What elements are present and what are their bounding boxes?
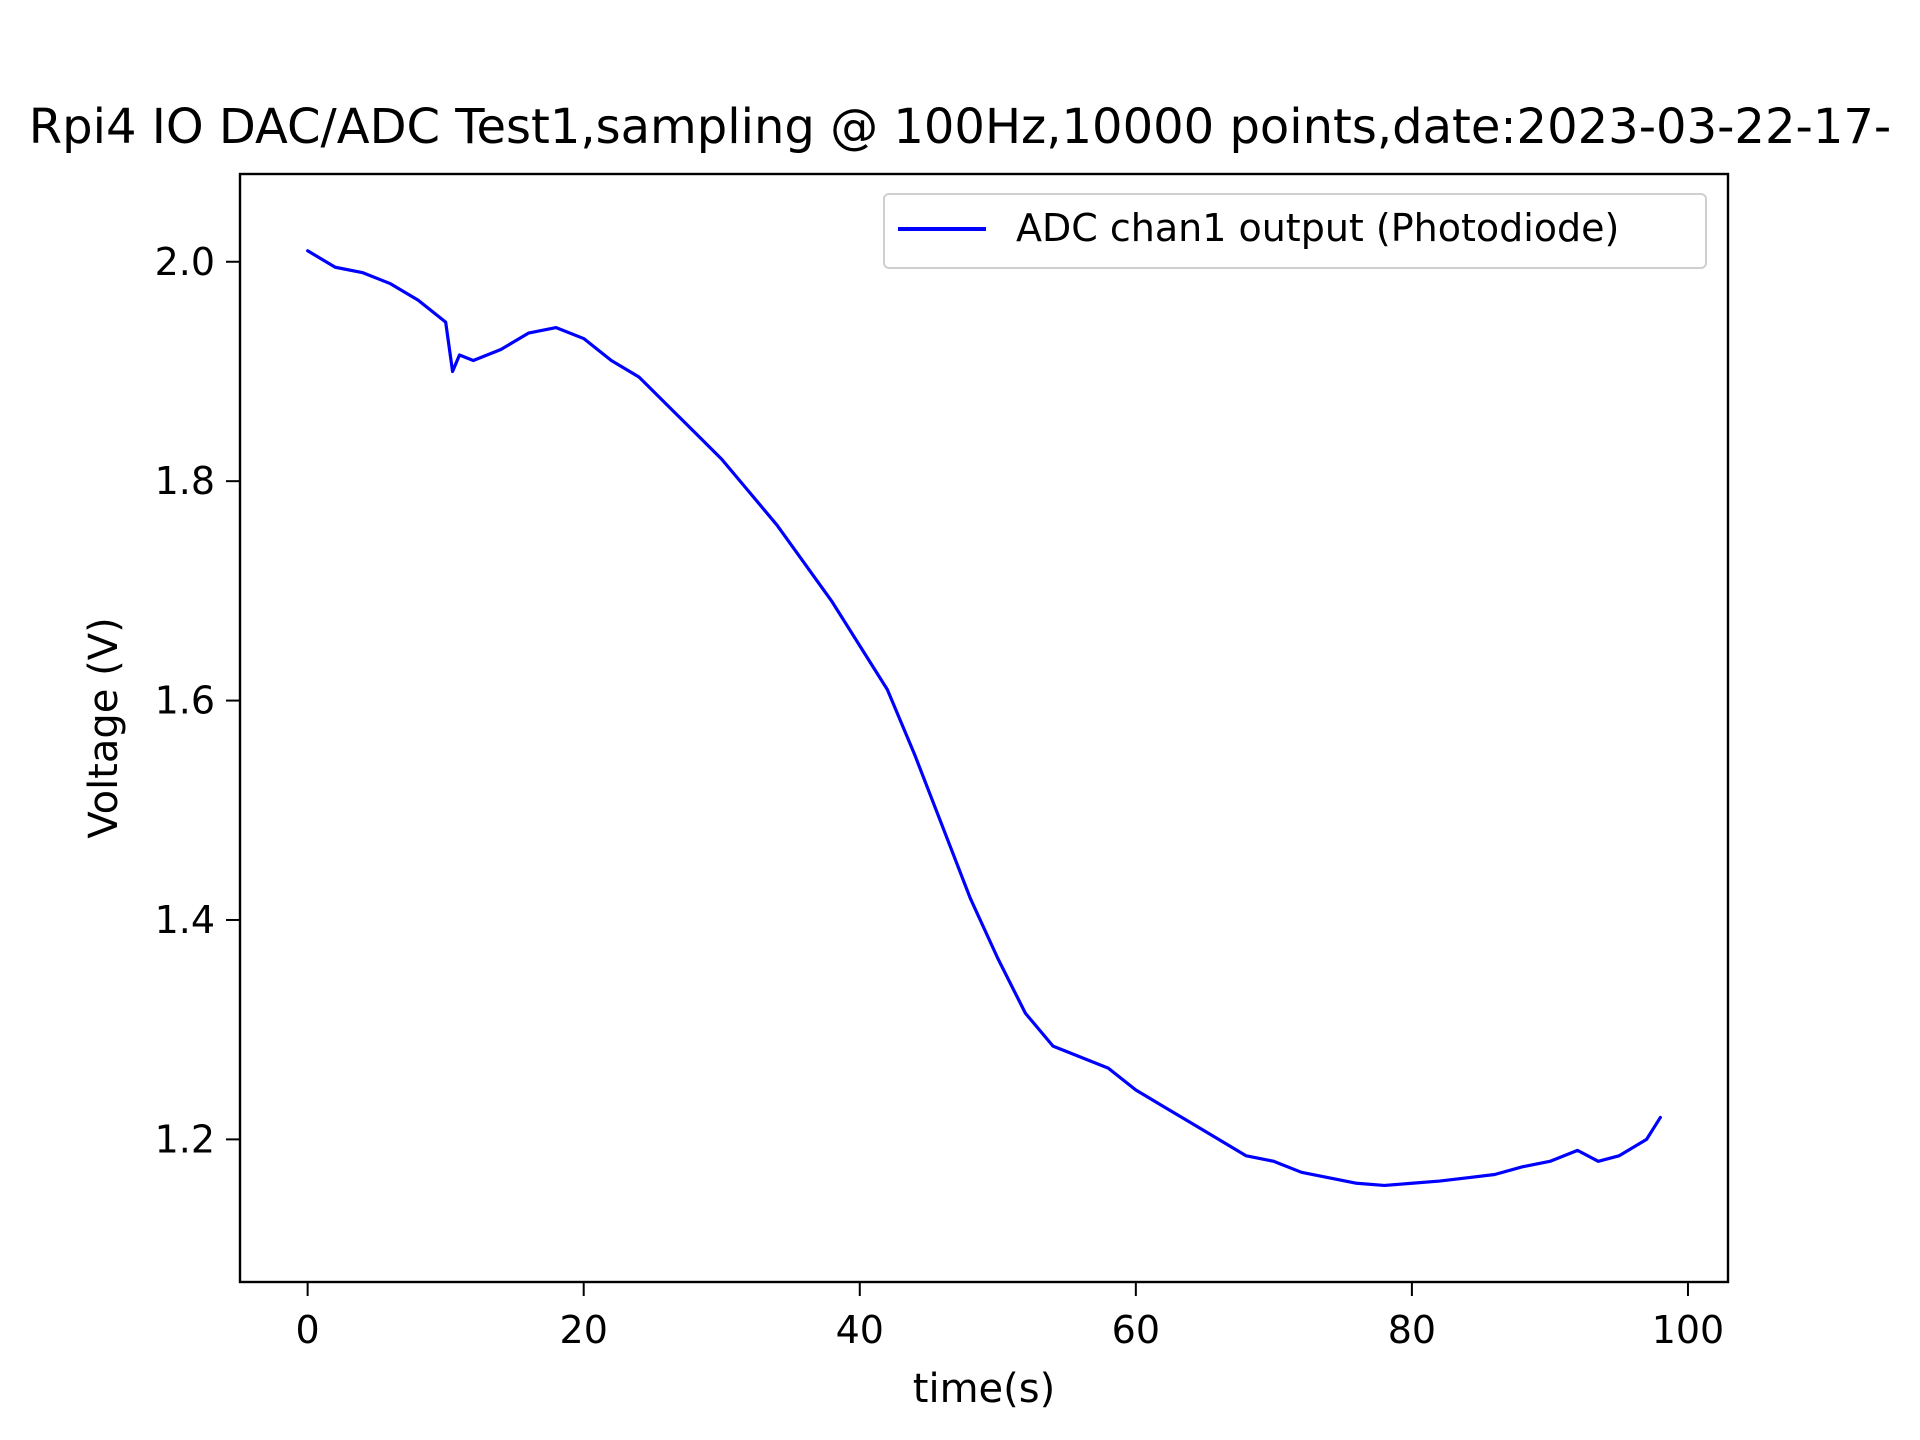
chart-title: Rpi4 IO DAC/ADC Test1,sampling @ 100Hz,1… [29,99,1891,155]
y-tick-label: 1.6 [155,679,215,723]
y-tick-label: 1.2 [155,1117,215,1161]
series-line [306,249,1662,1188]
x-tick-label: 0 [296,1308,320,1352]
legend-box [883,193,1707,269]
x-axis: 0 20 40 60 80 100 [296,1282,1725,1352]
x-tick-label: 20 [560,1308,608,1352]
legend: ADC chan1 output (Photodiode) [883,193,1707,269]
y-tick-label: 2.0 [155,240,215,284]
x-axis-label: time(s) [913,1366,1055,1412]
x-tick-label: 80 [1388,1308,1436,1352]
plot-area: 0 20 40 60 80 100 1.2 1.4 1.6 1.8 2.0 [155,172,1730,1352]
x-tick-label: 100 [1652,1308,1725,1352]
y-tick-label: 1.8 [155,459,215,503]
x-tick-label: 60 [1112,1308,1160,1352]
y-axis: 1.2 1.4 1.6 1.8 2.0 [155,240,240,1161]
x-tick-label: 40 [836,1308,884,1352]
y-axis-label: Voltage (V) [81,617,127,838]
legend-series-label: ADC chan1 output (Photodiode) [1016,206,1619,250]
y-tick-label: 1.4 [155,898,215,942]
plot-frame [238,172,1730,1284]
